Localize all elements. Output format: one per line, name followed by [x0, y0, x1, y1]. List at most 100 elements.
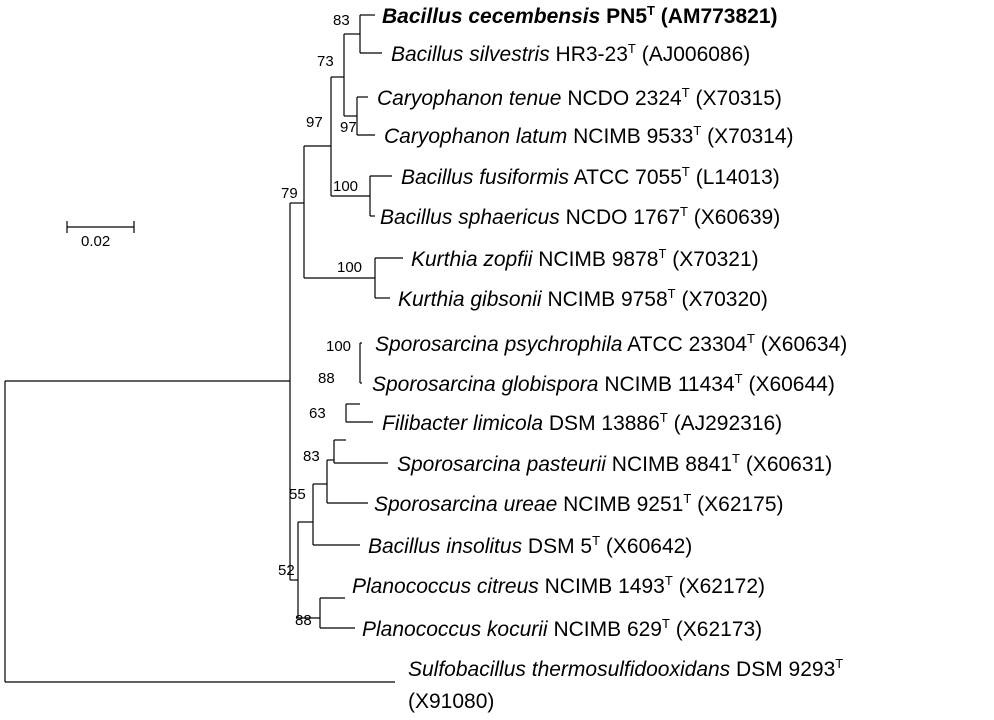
tree-branches [4, 14, 403, 683]
taxon-strain: NCIMB 629 [553, 618, 662, 641]
taxon-label: Sporosarcina ureae NCIMB 9251T (X62175) [374, 491, 784, 516]
taxon-accession: (X60639) [694, 206, 780, 229]
taxon-label: Planococcus kocurii NCIMB 629T (X62173) [362, 616, 762, 641]
bootstrap-label: 97 [340, 119, 357, 136]
taxon-strain: DSM 9293 [736, 658, 835, 681]
taxon-label: Kurthia zopfii NCIMB 9878T (X70321) [411, 246, 759, 271]
type-strain-mark: T [628, 41, 636, 56]
scale-bar-line [66, 221, 135, 233]
type-strain-mark: T [732, 451, 740, 466]
bootstrap-label: 52 [278, 562, 295, 579]
bootstrap-label: 63 [309, 405, 326, 422]
type-strain-mark: T [735, 371, 743, 386]
taxon-label: Bacillus cecembensis PN5T (AM773821) [382, 3, 778, 28]
taxon-strain: NCIMB 11434 [604, 373, 735, 396]
taxon-label: Sulfobacillus thermosulfidooxidans DSM 9… [408, 656, 843, 681]
type-strain-mark: T [693, 123, 701, 138]
bootstrap-label: 88 [318, 370, 335, 387]
taxon-species: Sporosarcina pasteurii [397, 453, 607, 476]
taxon-strain: ATCC 7055 [574, 166, 682, 189]
taxon-label: Caryophanon tenue NCDO 2324T (X70315) [377, 85, 782, 110]
taxon-species: Planococcus citreus [352, 575, 539, 598]
scale-bar-label: 0.02 [81, 233, 110, 250]
taxon-accession: (X60644) [748, 373, 834, 396]
taxon-strain: NCIMB 9878 [538, 248, 658, 271]
taxon-species: Caryophanon latum [384, 125, 567, 148]
taxon-label: Caryophanon latum NCIMB 9533T (X70314) [384, 123, 794, 148]
bootstrap-values: 83 73 97 97 100 79 100 100 88 63 83 55 5… [278, 12, 362, 629]
taxon-strain: NCIMB 9251 [563, 493, 683, 516]
taxon-accession: (X70315) [696, 87, 782, 110]
taxon-strain: NCDO 1767 [566, 206, 680, 229]
taxon-label: Sporosarcina globispora NCIMB 11434T (X6… [372, 371, 835, 396]
type-strain-mark: T [658, 246, 666, 261]
taxon-accession: (X70320) [681, 288, 767, 311]
taxon-species: Bacillus fusiformis [401, 166, 570, 189]
type-strain-mark: T [835, 656, 843, 671]
taxon-species: Bacillus silvestris [391, 43, 550, 66]
taxon-label: Sporosarcina pasteurii NCIMB 8841T (X606… [397, 451, 832, 476]
type-strain-mark: T [662, 616, 670, 631]
bootstrap-label: 88 [295, 612, 312, 629]
taxon-accession: (X60631) [746, 453, 832, 476]
taxon-label: Bacillus sphaericus NCDO 1767T (X60639) [380, 204, 780, 229]
bootstrap-label: 55 [289, 486, 306, 503]
taxon-species: Bacillus sphaericus [380, 206, 560, 229]
type-strain-mark: T [660, 410, 668, 425]
taxon-species: Sulfobacillus thermosulfidooxidans [408, 658, 731, 681]
type-strain-mark: T [665, 573, 673, 588]
taxon-species: Kurthia zopfii [411, 248, 534, 271]
taxon-accession: (AJ292316) [674, 412, 783, 435]
taxon-species: Sporosarcina psychrophila [375, 333, 622, 356]
taxon-accession: (X62172) [679, 575, 765, 598]
taxon-label: Filibacter limicola DSM 13886T (AJ292316… [382, 410, 782, 435]
taxon-label: Bacillus insolitus DSM 5T (X60642) [368, 533, 692, 558]
taxon-species: Filibacter limicola [382, 412, 543, 435]
taxon-label: Bacillus fusiformis ATCC 7055T (L14013) [401, 164, 780, 189]
taxon-accession: (AJ006086) [642, 43, 751, 66]
bootstrap-label: 73 [317, 53, 334, 70]
type-strain-mark: T [668, 286, 676, 301]
bootstrap-label: 100 [326, 338, 351, 355]
type-strain-mark: T [647, 3, 655, 18]
taxon-accession: (AM773821) [661, 5, 778, 28]
taxon-strain: NCIMB 1493 [545, 575, 665, 598]
taxon-strain: NCIMB 8841 [612, 453, 732, 476]
type-strain-mark: T [683, 491, 691, 506]
taxon-strain: ATCC 23304 [627, 333, 747, 356]
taxon-label: Sporosarcina psychrophila ATCC 23304T (X… [375, 331, 847, 356]
taxon-species: Bacillus cecembensis [382, 5, 600, 28]
taxon-strain: NCIMB 9758 [547, 288, 667, 311]
taxon-species: Sporosarcina globispora [372, 373, 598, 396]
taxon-strain: NCIMB 9533 [573, 125, 693, 148]
taxon-accession: (X70314) [707, 125, 793, 148]
bootstrap-label: 83 [303, 448, 320, 465]
taxon-accession: (L14013) [696, 166, 780, 189]
taxon-accession: (X62175) [697, 493, 783, 516]
taxon-strain: DSM 5 [528, 535, 592, 558]
taxon-accession-wrapped: (X91080) [408, 690, 494, 713]
bootstrap-label: 83 [333, 12, 350, 29]
type-strain-mark: T [747, 331, 755, 346]
taxon-strain: HR3-23 [556, 43, 628, 66]
taxon-species: Caryophanon tenue [377, 87, 561, 110]
taxon-species: Kurthia gibsonii [398, 288, 543, 311]
taxon-accession: (X60642) [606, 535, 692, 558]
bootstrap-label: 79 [281, 185, 298, 202]
taxon-species: Planococcus kocurii [362, 618, 549, 641]
taxon-label: Planococcus citreus NCIMB 1493T (X62172) [352, 573, 765, 598]
taxon-strain: NCDO 2324 [567, 87, 682, 110]
taxon-accession: (X70321) [672, 248, 758, 271]
taxon-strain: DSM 13886 [549, 412, 660, 435]
taxon-accession: (X62173) [676, 618, 762, 641]
taxon-label: Kurthia gibsonii NCIMB 9758T (X70320) [398, 286, 768, 311]
taxon-label: Bacillus silvestris HR3-23T (AJ006086) [391, 41, 750, 66]
taxon-strain: PN5 [606, 5, 647, 28]
scale-bar: 0.02 [66, 221, 135, 250]
type-strain-mark: T [592, 533, 600, 548]
type-strain-mark: T [682, 164, 690, 179]
bootstrap-label: 100 [337, 259, 362, 276]
bootstrap-label: 97 [306, 114, 323, 131]
type-strain-mark: T [682, 85, 690, 100]
